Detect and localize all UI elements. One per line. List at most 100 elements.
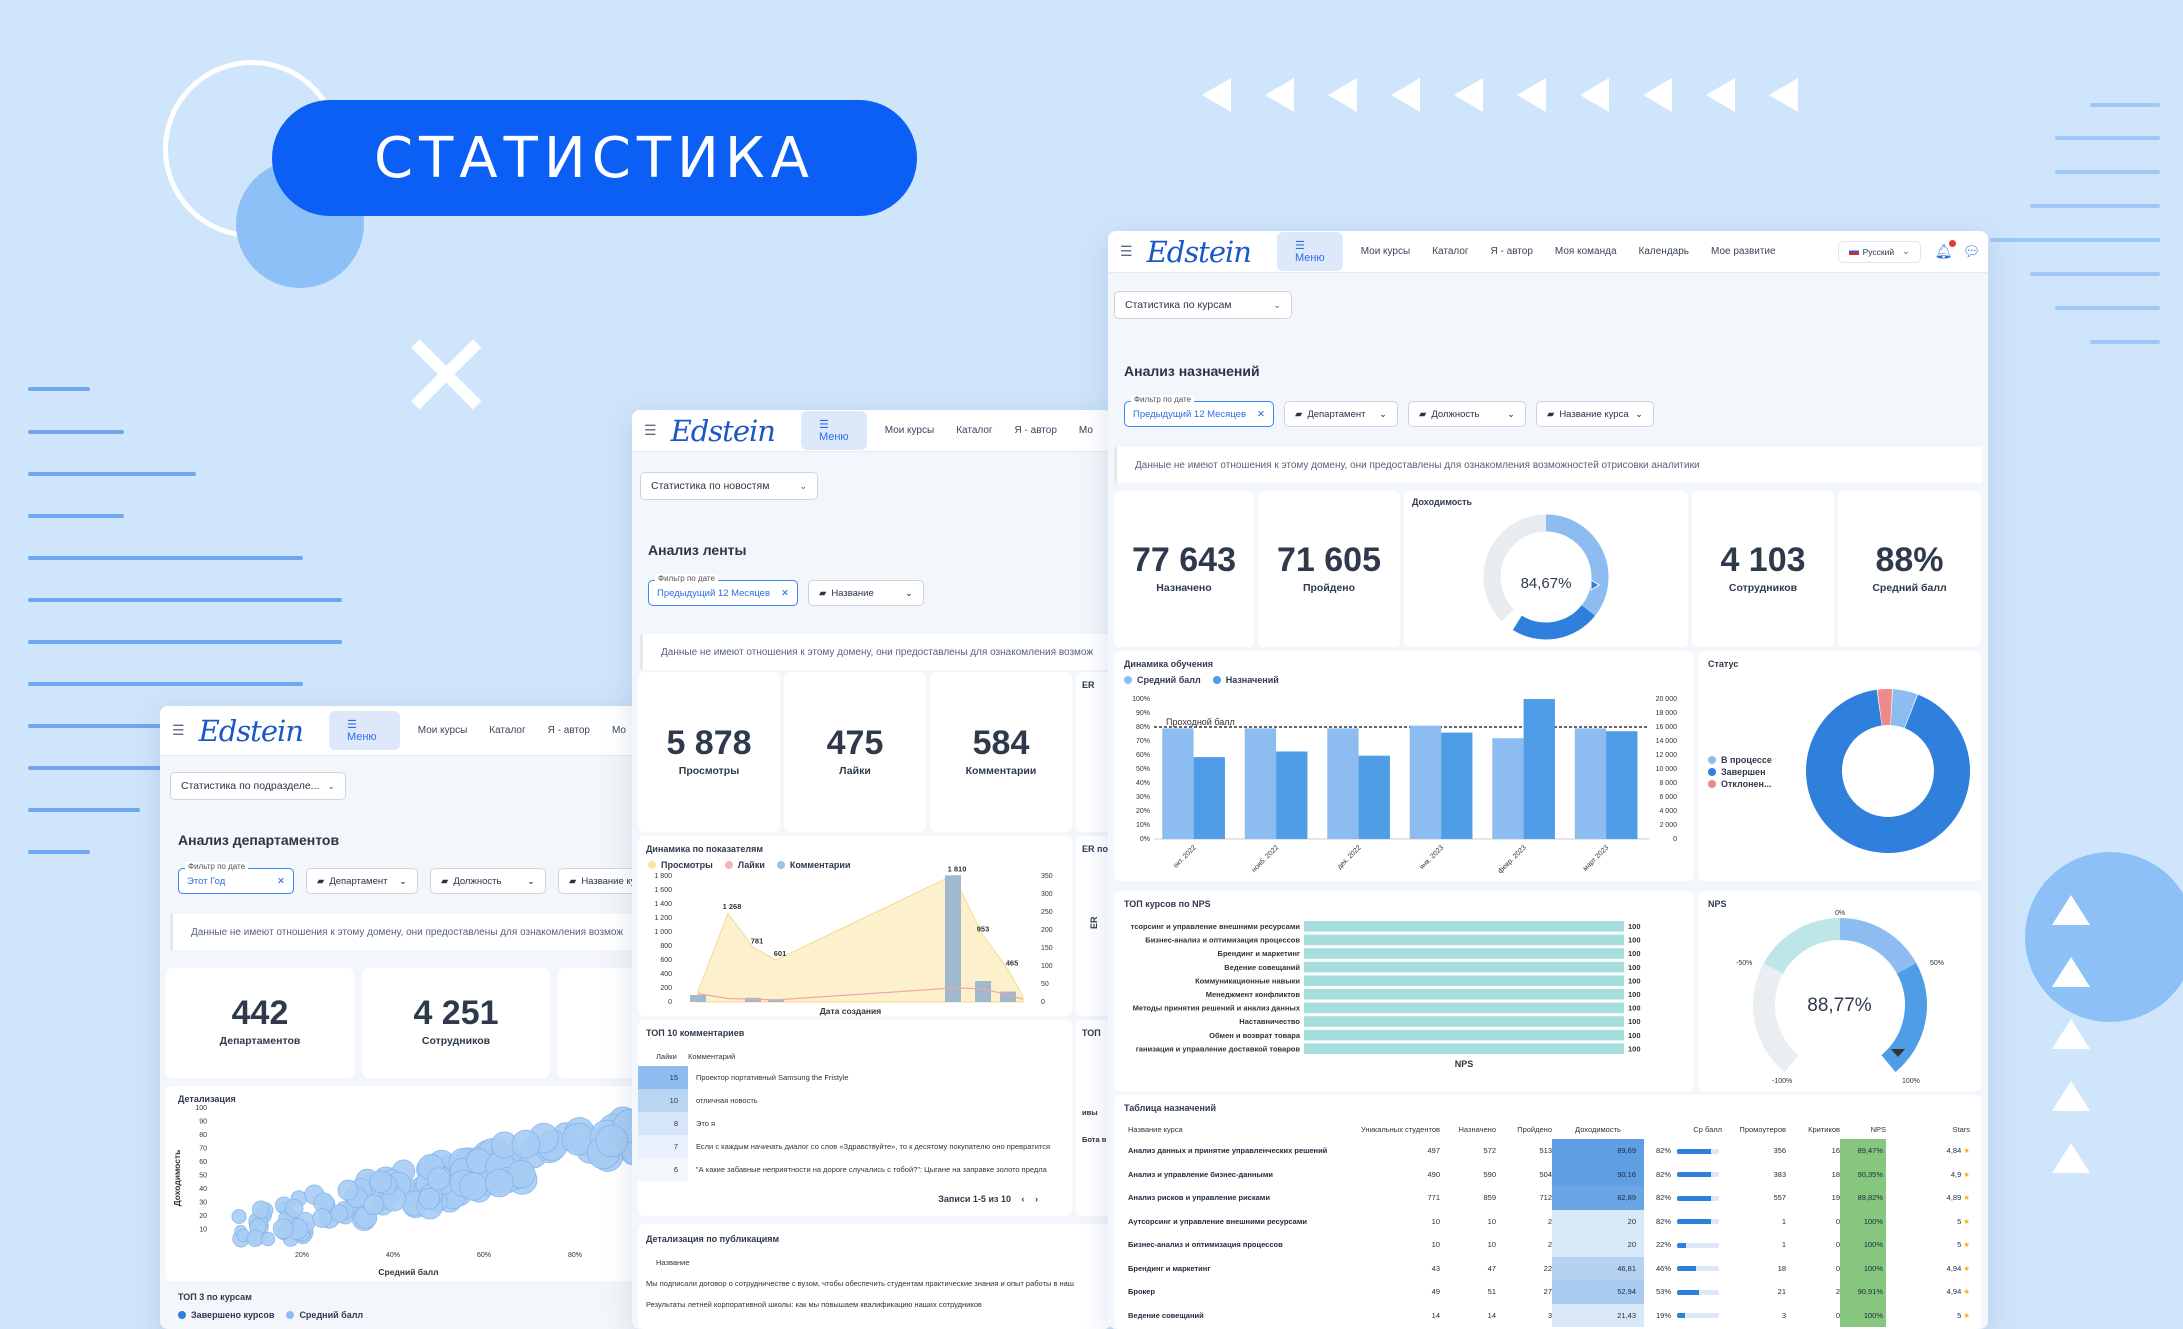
chat-icon[interactable]: 💬︎ [1962,243,1981,259]
table-row[interactable]: Брендинг и маркетинг 43 47 22 46,81 46% 18 0 100… [1120,1256,1978,1280]
y-tick-label: 60% [1136,752,1150,759]
date-filter[interactable]: Фильтр по дате Этот Год ✕ [178,862,294,894]
clear-icon[interactable]: ✕ [781,587,789,599]
stats-select[interactable]: Статистика по курсам ⌄ [1114,291,1292,319]
logo[interactable]: Edstein [670,413,776,448]
er-card: ER по ER [1076,836,1112,1016]
kpi-card: 584 Комментарии [930,672,1072,832]
department-filter[interactable]: ▰ Департамент ⌄ [306,868,418,894]
table-row[interactable]: 10 отличная новость [638,1089,1072,1112]
table-header: Название курса Уникальных студентов Назн… [1120,1119,1978,1139]
col-avg[interactable]: Ср балл [1693,1124,1722,1134]
nav-my-courses[interactable]: Мои курсы [884,425,935,436]
decor-arrow-icon [1706,78,1735,112]
col-name[interactable]: Название [656,1258,690,1267]
menu-button-label: Меню [1294,252,1325,264]
gauge-tick: 100% [1902,1078,1920,1085]
table-row[interactable]: 15 Проектор портативный Samsung the Frist… [638,1066,1072,1089]
nav-author[interactable]: Я - автор [547,725,590,736]
side-title: ТОП [1082,1028,1101,1038]
cell-value: 4,9 [1950,1169,1962,1179]
clear-icon[interactable]: ✕ [277,875,285,887]
nav-catalog[interactable]: Каталог [1432,246,1469,257]
col-passed[interactable]: Пройдено [1517,1124,1552,1134]
table-row[interactable]: Анализ рисков и управление рисками 771 859… [1120,1186,1978,1210]
menu-button[interactable]: ☰ Меню [800,411,867,450]
col-nps[interactable]: NPS [1870,1124,1886,1134]
menu-burger-icon[interactable]: ☰ [172,722,185,738]
decor-line [2030,204,2160,208]
date-filter[interactable]: Фильгр по дате Предыдущий 12 Месяцев ✕ [648,574,798,606]
nav-calendar[interactable]: Календарь [1638,246,1689,257]
critics-cell: 2 [1786,1280,1840,1304]
y-tick-label: 10 [199,1227,207,1234]
cell-value: 16 [1831,1146,1840,1156]
prev-page-icon[interactable]: ‹ [1021,1194,1025,1204]
next-page-icon[interactable]: › [1035,1194,1038,1204]
y2-tick-label: 16 000 [1656,724,1678,731]
nav-more[interactable]: Мо [1078,425,1093,436]
nav-author[interactable]: Я - автор [1014,425,1057,436]
col-completion[interactable]: Доходимость [1575,1124,1621,1134]
table-row[interactable]: Бизнес-анализ и оптимизация процессов 10 1… [1120,1233,1978,1257]
col-students[interactable]: Уникальных студентов [1361,1124,1440,1134]
col-promoters[interactable]: Промоутеров [1739,1124,1786,1134]
menu-button[interactable]: ☰ Меню [328,711,400,750]
table-row[interactable]: 6 "А какие забавные неприятности на дорог… [638,1158,1072,1181]
logo[interactable]: Edstein [198,713,304,748]
table-row[interactable]: Брокер 49 51 27 52,94 53% 21 2 90,91% 4,94 ★ [1120,1280,1978,1304]
position-filter[interactable]: ▰ Должность ⌄ [1408,401,1526,427]
nav-catalog[interactable]: Каталог [956,425,993,436]
publication-row[interactable]: Мы подписали договор о сотрудничестве с … [646,1279,1074,1288]
cell-value: 49 [1431,1287,1440,1297]
scatter-point [251,1200,270,1219]
col-course[interactable]: Название курса [1128,1124,1183,1134]
nav-author[interactable]: Я - автор [1490,246,1533,257]
col-comment[interactable]: Комментарий [688,1051,736,1061]
date-filter[interactable]: Фильтр по дате Предыдущий 12 Месяцев ✕ [1124,395,1274,427]
menu-button[interactable]: ☰ Меню [1276,232,1343,271]
logo[interactable]: Edstein [1146,234,1252,269]
name-filter[interactable]: ▰ Название ⌄ [808,580,924,606]
position-filter[interactable]: ▰ Должность ⌄ [430,868,546,894]
clear-icon[interactable]: ✕ [1257,408,1265,420]
stats-select[interactable]: Статистика по подразделе... ⌄ [170,772,346,800]
stats-select[interactable]: Статистика по новостям ⌄ [640,472,818,500]
y2-tick-label: 10 000 [1656,766,1678,773]
kpi-label: Сотрудников [421,1035,491,1047]
department-filter[interactable]: ▰ Департамент ⌄ [1284,401,1398,427]
col-critics[interactable]: Критиков [1808,1124,1840,1134]
bell-icon[interactable]: 🔔︎ [1935,240,1957,260]
legend-avg: Средний балл [286,1310,363,1320]
department-filter-label: Департамент [1307,408,1366,420]
table-row[interactable]: Анализ и управление бизнес-данными 490 590… [1120,1162,1978,1186]
assigned-cell: 51 [1440,1280,1496,1304]
course-filter[interactable]: ▰ Название курса ⌄ [1536,401,1654,427]
scatter-point [337,1179,359,1201]
nav-more[interactable]: Мо [611,725,626,736]
cell-value: 10 [1431,1240,1440,1250]
nav-development[interactable]: Мое развитие [1711,246,1776,257]
table-row[interactable]: Ведение совещаний 14 14 3 21,43 19% 3 0 100% 5 ★ [1120,1303,1978,1327]
nav-team[interactable]: Моя команда [1554,246,1617,257]
nav-my-courses[interactable]: Мои курсы [417,725,468,736]
table-row[interactable]: Аутсорсинг и управление внешними ресурса… [1120,1209,1978,1233]
menu-burger-icon[interactable]: ☰ [1120,243,1133,259]
cell-value: Аутсорсинг и управление внешними ресурса… [1128,1216,1308,1226]
menu-burger-icon[interactable]: ☰ [644,422,657,438]
table-row[interactable]: Анализ данных и принятие управленческих … [1120,1139,1978,1163]
nav-catalog[interactable]: Каталог [489,725,526,736]
avg-score-fill [1677,1195,1712,1201]
y2-tick-label: 8 000 [1659,780,1677,787]
cell-value: 20 [1627,1216,1636,1226]
nav-my-courses[interactable]: Мои курсы [1360,246,1411,257]
col-stars[interactable]: Stars [1952,1124,1970,1134]
col-assigned[interactable]: Назначено [1458,1124,1496,1134]
language-select[interactable]: Русский ⌄ [1837,240,1921,263]
table-row[interactable]: 8 Это я [638,1112,1072,1135]
table-row[interactable]: 7 Если с каждым начинать диалог со слов «… [638,1135,1072,1158]
nps-bar [1304,975,1624,986]
publication-row[interactable]: Результаты летней корпоративной школы: к… [646,1300,982,1309]
top3-title: ТОП 3 по курсам [178,1292,252,1302]
col-likes[interactable]: Лайки [656,1051,677,1061]
